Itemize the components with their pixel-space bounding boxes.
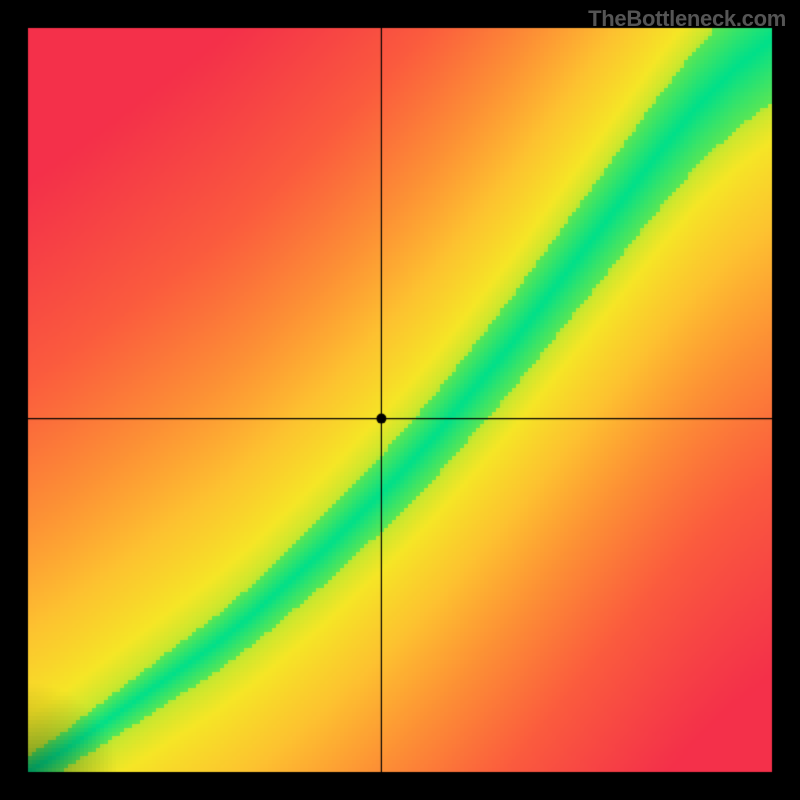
watermark-text: TheBottleneck.com bbox=[588, 6, 786, 32]
chart-container: TheBottleneck.com bbox=[0, 0, 800, 800]
bottleneck-heatmap bbox=[0, 0, 800, 800]
